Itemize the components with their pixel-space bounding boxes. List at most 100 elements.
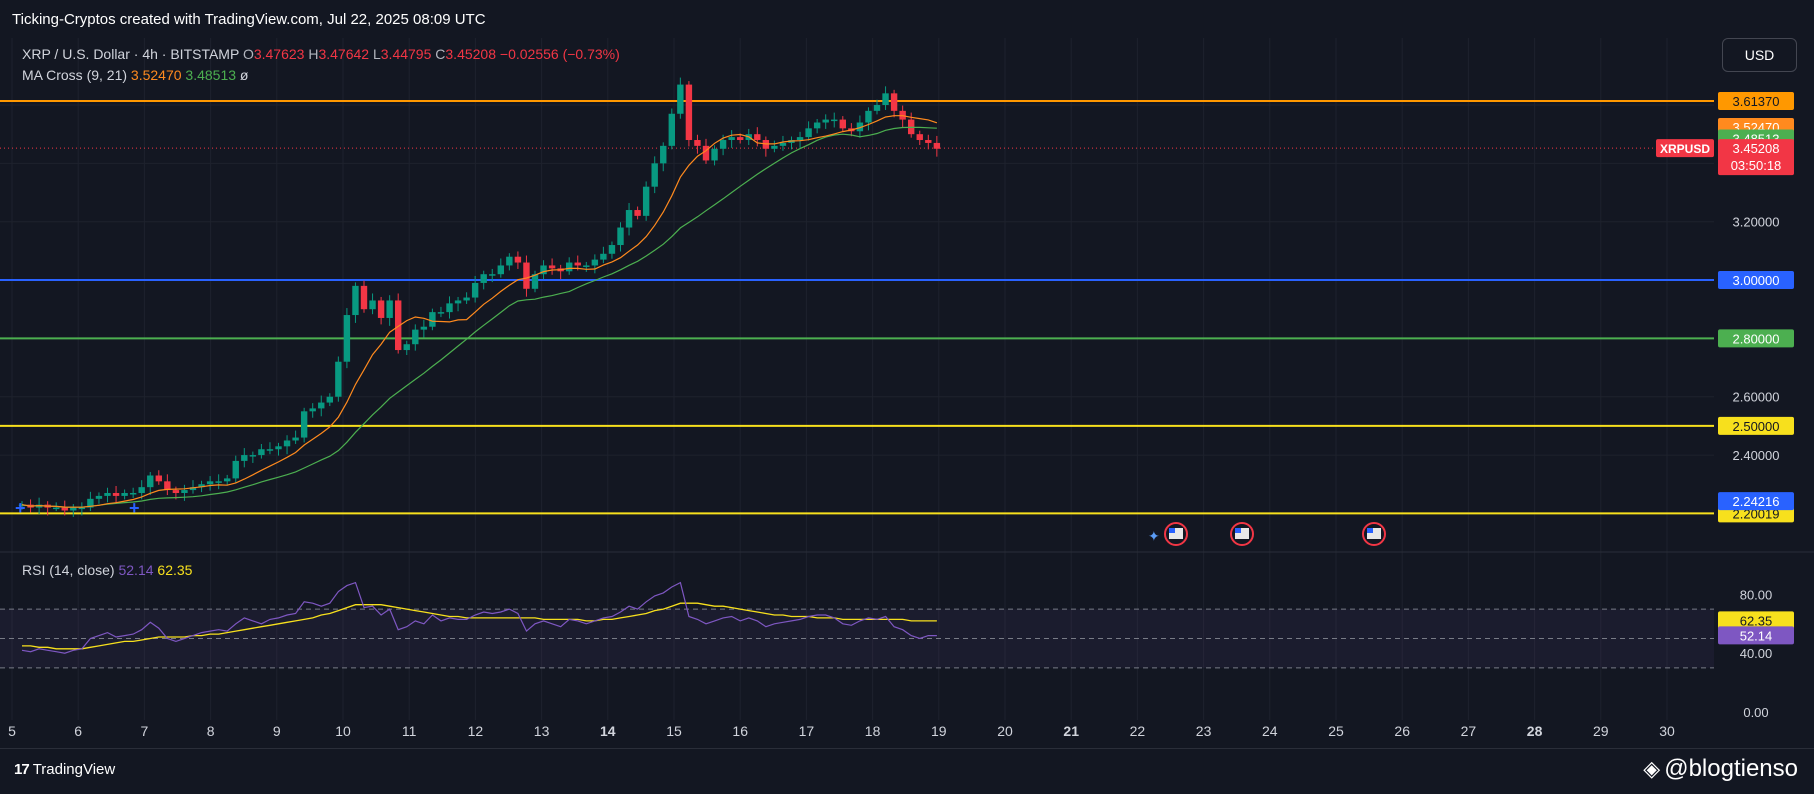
candle-body (121, 492, 128, 496)
candle-body (719, 140, 727, 149)
us-flag-event-icon (1169, 528, 1183, 539)
candle-body (395, 300, 402, 351)
candle-body (583, 265, 590, 267)
tradingview-logo[interactable]: 17 TradingView (14, 761, 115, 778)
rsi-legend: RSI (14, close) 52.14 62.35 (22, 562, 192, 578)
candle-body (779, 142, 787, 146)
candle-body (232, 460, 239, 479)
candle-body (865, 110, 872, 123)
time-tick-label: 25 (1328, 723, 1344, 739)
candle-body (574, 262, 581, 266)
time-tick-label: 9 (273, 723, 281, 739)
currency-button[interactable]: USD (1722, 38, 1797, 72)
candle-body (318, 402, 325, 409)
ma-fast-value: 3.52470 (130, 67, 182, 83)
candle-body (258, 449, 265, 456)
symbol-title[interactable]: XRP / U.S. Dollar · 4h · BITSTAMP (22, 46, 240, 62)
event-markers: ✦ + + (15, 498, 1386, 546)
candle-body (104, 492, 111, 496)
candle-body (728, 137, 735, 141)
candle-body (215, 481, 222, 483)
rsi-ma-price-label-bg (1718, 611, 1794, 630)
open-key: O (242, 46, 254, 62)
candle-body (138, 487, 145, 493)
hidden-toggle-icon[interactable]: ø (239, 67, 249, 83)
candle-body (591, 259, 599, 266)
chart-background (0, 38, 1814, 748)
candle-body (309, 408, 316, 412)
time-tick-label: 17 (799, 723, 815, 739)
candle-body (437, 312, 445, 314)
candle-body (300, 411, 308, 438)
us-flag-event-icon (1235, 528, 1241, 533)
candle-body (540, 265, 547, 275)
binance-diamond-icon: ◈ (1643, 756, 1661, 781)
candle-body (78, 507, 86, 510)
tradingview-brand: TradingView (32, 761, 116, 778)
level-price-label: 2.50000 (1733, 419, 1780, 434)
candle-body (292, 437, 299, 441)
time-tick-label: 26 (1394, 723, 1410, 739)
high-value: 3.47642 (318, 46, 370, 62)
candle-body (668, 113, 675, 146)
ma-slow-value: 3.48513 (185, 67, 237, 83)
candle-body (685, 84, 693, 141)
candle-body (677, 84, 684, 114)
us-flag-event-icon (1367, 528, 1373, 533)
rsi-tick-label: 0.00 (1743, 705, 1768, 720)
candle-body (933, 142, 941, 149)
candle-body (172, 490, 180, 493)
tradingview-mark-icon: 17 (14, 761, 30, 778)
ohlc-row: XRP / U.S. Dollar · 4h · BITSTAMP O 3.476… (22, 44, 620, 65)
candle-body (189, 487, 197, 491)
time-tick-label: 15 (666, 723, 682, 739)
candle-body (651, 163, 658, 187)
candle-body (642, 186, 650, 216)
candle-body (70, 507, 77, 511)
time-tick-label: 23 (1196, 723, 1212, 739)
candle-body (335, 361, 342, 397)
candle-body (164, 481, 171, 491)
symbol-tag-bg (1656, 139, 1714, 158)
candle-body (266, 449, 274, 451)
time-tick-label: 28 (1527, 723, 1543, 739)
price-axis: 3.20000 2.60000 2.40000 3.61370 3.00000 2.800… (1656, 92, 1794, 720)
ma-indicator-label[interactable]: MA Cross (9, 21) (22, 67, 128, 83)
time-tick-label: 18 (865, 723, 881, 739)
rsi-indicator-label[interactable]: RSI (14, close) (22, 562, 115, 578)
close-value: 3.45208 (445, 46, 496, 62)
last-price-bg (1718, 139, 1794, 176)
time-tick-label: 11 (402, 723, 417, 739)
candle-body (326, 396, 333, 403)
candle-body (711, 148, 718, 161)
candle-body (617, 227, 624, 246)
ma-fast-line (21, 115, 938, 508)
time-tick-label: 12 (468, 723, 484, 739)
candle-body (514, 256, 522, 263)
candle-body (369, 300, 376, 310)
time-tick-label: 13 (534, 723, 550, 739)
level-price-label: 3.00000 (1733, 273, 1780, 288)
time-tick-label: 10 (335, 723, 351, 739)
us-flag-event-icon (1367, 528, 1381, 539)
price-tick-label: 2.40000 (1733, 448, 1780, 463)
time-tick-label: 8 (207, 723, 215, 739)
level-price-label-bg (1718, 92, 1794, 111)
candle-body (831, 119, 838, 122)
candle-body (925, 140, 932, 143)
rsi-line (21, 581, 937, 654)
candle-body (454, 300, 462, 304)
rsi-price-label-bg (1718, 626, 1794, 645)
candle-body (446, 303, 453, 313)
time-tick-label: 6 (74, 723, 82, 739)
candle-body (822, 119, 829, 123)
indicator-price-label: 2.24216 (1733, 494, 1780, 509)
candle-body (95, 495, 103, 499)
candle-body (839, 119, 846, 129)
rsi-tick-label: 80.00 (1740, 587, 1773, 602)
chart-credit: Ticking-Cryptos created with TradingView… (12, 11, 486, 28)
candle-body (420, 326, 428, 330)
candle-body (882, 93, 889, 106)
candle-body (480, 274, 487, 283)
